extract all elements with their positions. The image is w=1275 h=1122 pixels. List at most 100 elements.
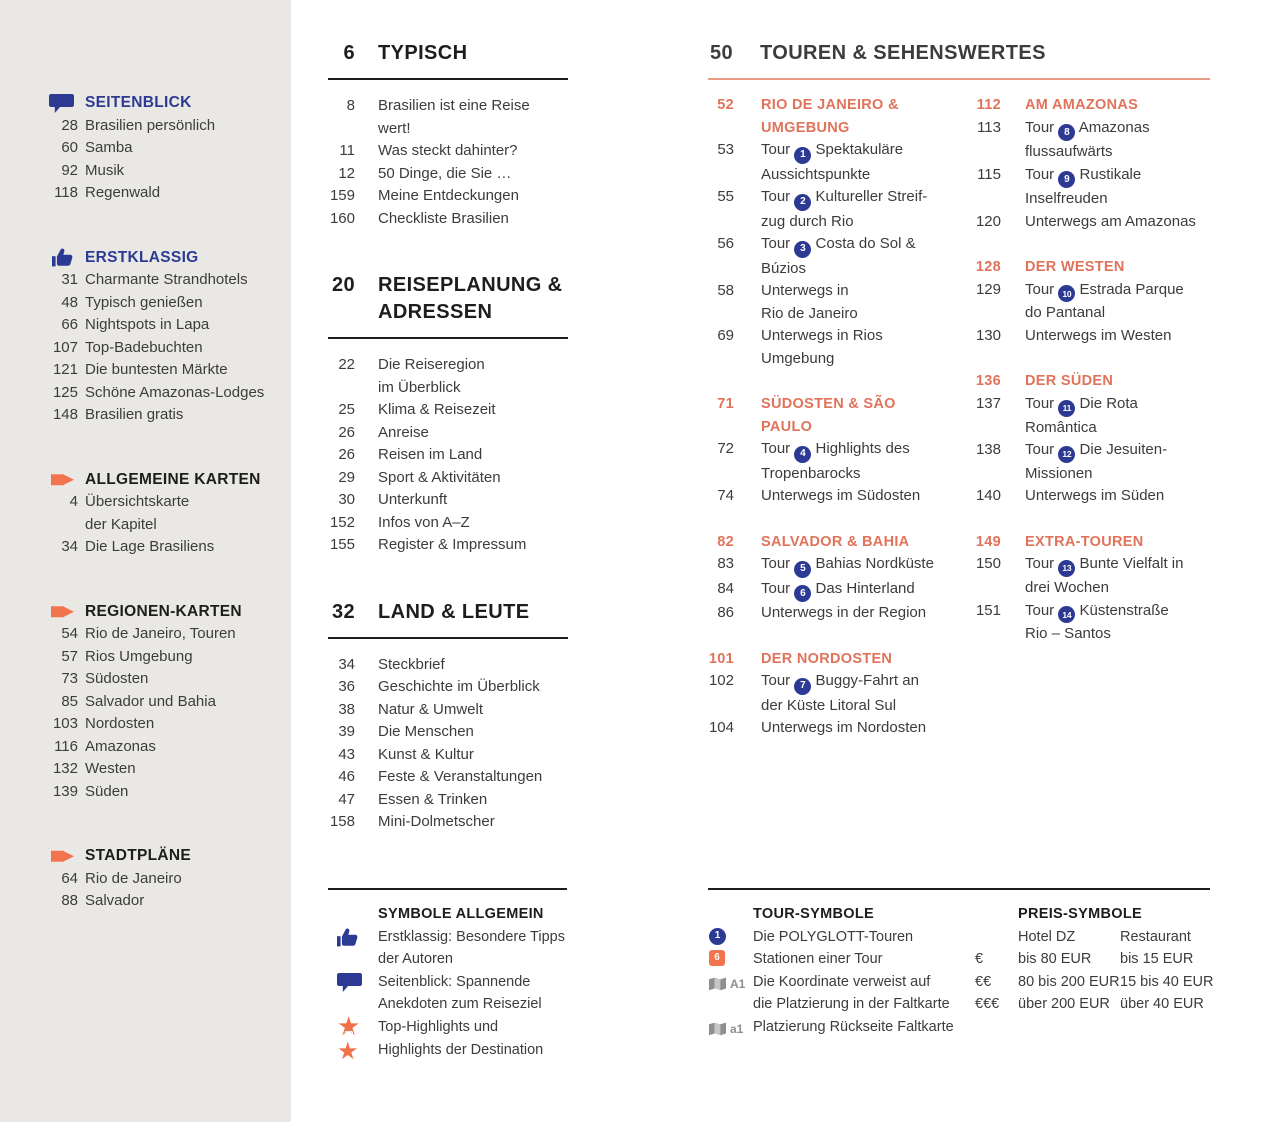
entry-label: Tour 1 Spektakuläre Aussichtspunkte — [761, 141, 904, 183]
touren-group: 112 AM AMAZONAS 113 Tour 8 Amazonas flussau… — [975, 94, 1210, 233]
legend-icon-cell — [328, 971, 378, 1016]
entry-label: Regenwald — [85, 184, 161, 201]
entry-label: Unterwegs im Westen — [1025, 326, 1172, 344]
touren-group-header: 128 DER WESTEN — [975, 256, 1210, 279]
page-number: 73 — [61, 670, 78, 687]
section-divider — [328, 636, 568, 639]
page-number: 128 — [975, 259, 1001, 275]
toc-entry: 139 Süden — [36, 781, 281, 804]
section-title: RIO DE JANEIRO & UMGEBUNG — [761, 97, 899, 136]
page-number: 46 — [338, 768, 355, 785]
entry-label: Tour 13 Bunte Vielfalt in drei Wochen — [1025, 555, 1184, 596]
toc-entry: 48 Typisch genießen — [36, 292, 281, 315]
sidebar: SEITENBLICK 28 Brasilien persönlich 60 Samba… — [0, 0, 291, 1122]
toc-entry: 88 Salvador — [36, 890, 281, 913]
entry-label: Tour 14 Küstenstraße Rio – Santos — [1025, 601, 1169, 643]
legend-icon-cell: ★ 12 — [328, 1014, 378, 1040]
section-title: ALLGEMEINE KARTEN — [85, 470, 261, 488]
main-sections: 6 TYPISCH 8 Brasilien ist eine Reise wert! 1… — [328, 40, 568, 834]
entry-label: Mini-Dolmetscher — [378, 813, 495, 830]
page-number: 150 — [975, 555, 1001, 573]
toc-entry: 140 Unterwegs im Süden — [975, 485, 1210, 508]
touren-group-header: 112 AM AMAZONAS — [975, 94, 1210, 117]
toc-entry: 47 Essen & Trinken — [328, 789, 568, 812]
toc-entry: 56 Tour 3 Costa do Sol & Búzios — [708, 233, 938, 280]
section-divider — [328, 78, 568, 80]
page-number: 50 — [709, 42, 733, 64]
page-number: 66 — [61, 316, 78, 333]
legend-title: PREIS-SYMBOLE — [1018, 906, 1142, 922]
arrow-icon — [51, 474, 74, 486]
entry-label: Tour 6 Das Hinterland — [761, 578, 915, 602]
toc-entry: 30 Unterkunft — [328, 489, 568, 512]
page-number: 32 — [331, 600, 355, 623]
entry-label: Salvador und Bahia — [85, 692, 216, 710]
page-number: 43 — [338, 745, 355, 763]
page-number: 4 — [69, 493, 78, 510]
price-col-header-hotel: Hotel DZ — [1018, 928, 1076, 945]
entry-label: Was steckt dahinter? — [378, 142, 518, 159]
entry-label: Unterwegs in der Region — [761, 604, 927, 621]
page-number: 48 — [61, 293, 78, 311]
toc-entry: 74 Unterwegs im Südosten — [708, 485, 938, 508]
touren-subcolumn-right: 112 AM AMAZONAS 113 Tour 8 Amazonas flussau… — [975, 94, 1210, 763]
section-title: SÜDOSTEN & SÃO PAULO — [761, 396, 896, 435]
tour-badge: 13 — [1058, 560, 1076, 577]
tour-badge: 8 — [1058, 124, 1076, 141]
page-number: 159 — [329, 187, 355, 204]
page-number: 69 — [717, 327, 734, 344]
page-number: 25 — [338, 401, 355, 418]
entry-label: Unterwegs im Süden — [1025, 487, 1165, 505]
page-number: 11 — [339, 142, 355, 159]
entry-label: Sport & Aktivitäten — [378, 468, 501, 486]
page-number: 120 — [975, 212, 1001, 230]
arrow-icon — [51, 606, 74, 618]
map-coordinate-label: a1 — [730, 1021, 744, 1036]
legend-divider-right — [708, 888, 1210, 890]
map-icon-a1: a1 — [709, 1018, 743, 1041]
page-number: 107 — [52, 338, 78, 356]
entry-label: Rio de Janeiro, Touren — [85, 625, 236, 642]
toc-entry: 11 Was steckt dahinter? — [328, 140, 568, 163]
tour-badge: 10 — [1058, 285, 1076, 303]
legend-icon-cell: A1 — [708, 971, 753, 1016]
price-hotel: über 200 EUR — [1018, 996, 1110, 1012]
toc-entry: 158 Mini-Dolmetscher — [328, 811, 568, 834]
entry-label: Infos von A–Z — [378, 513, 470, 531]
legend-icon-cell: 6 — [708, 948, 753, 971]
sidebar-section: SEITENBLICK 28 Brasilien persönlich 60 Samba… — [36, 92, 281, 205]
legend-symbole-allgemein: SYMBOLE ALLGEMEIN Erstklassig: Besondere… — [328, 903, 578, 1063]
page-number: 57 — [61, 647, 78, 665]
toc-entry: 125 Schöne Amazonas-Lodges — [36, 382, 281, 405]
section-header: SEITENBLICK — [36, 92, 281, 115]
toc-entry: 12 50 Dinge, die Sie … — [328, 163, 568, 186]
page-number: 60 — [61, 139, 78, 156]
toc-entry: 58 Unterwegs in Rio de Janeiro — [708, 280, 938, 325]
section-icon-cell — [36, 248, 78, 267]
toc-entry: 72 Tour 4 Highlights des Tropenbarocks — [708, 438, 938, 485]
main-section: 32 LAND & LEUTE 34 Steckbrief 36 Geschichte i… — [328, 599, 568, 834]
touren-group-header: 136 DER SÜDEN — [975, 370, 1210, 393]
section-header: STADTPLÄNE — [36, 845, 281, 868]
toc-entry: 55 Tour 2 Kultureller Streif- zug durch R… — [708, 186, 938, 233]
touren-group-header: 149 EXTRA-TOUREN — [975, 531, 1210, 554]
entry-label: Kunst & Kultur — [378, 745, 474, 763]
toc-entry: 148 Brasilien gratis — [36, 404, 281, 427]
section-title: STADTPLÄNE — [85, 847, 192, 864]
section-title: ERSTKLASSIG — [85, 248, 199, 266]
toc-entry: 159 Meine Entdeckungen — [328, 185, 568, 208]
toc-entry: 31 Charmante Strandhotels — [36, 269, 281, 292]
map-icon-A1: A1 — [709, 973, 745, 996]
page-number: 88 — [61, 892, 78, 909]
tour-badge: 5 — [794, 560, 812, 578]
page-number: 6 — [343, 42, 355, 64]
page-number: 148 — [52, 406, 78, 423]
toc-entry: 151 Tour 14 Küstenstraße Rio – Santos — [975, 600, 1210, 646]
entry-label: Schöne Amazonas-Lodges — [85, 383, 265, 401]
toc-entry: 26 Reisen im Land — [328, 444, 568, 467]
toc-entry: 25 Klima & Reisezeit — [328, 399, 568, 422]
entry-label: Tour 11 Die Rota Romântica — [1025, 394, 1138, 436]
sidebar-section: ALLGEMEINE KARTEN 4 Übersichtskarte der Ka… — [36, 469, 281, 559]
page-number: 64 — [61, 869, 78, 887]
